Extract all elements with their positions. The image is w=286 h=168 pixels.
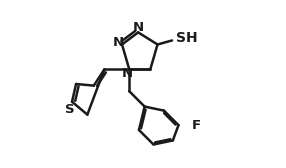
Text: N: N <box>133 21 144 34</box>
Text: S: S <box>65 103 75 116</box>
Text: SH: SH <box>176 31 198 45</box>
Text: F: F <box>191 119 200 132</box>
Text: N: N <box>122 67 133 80</box>
Text: N: N <box>112 36 124 49</box>
